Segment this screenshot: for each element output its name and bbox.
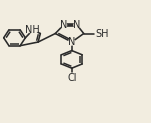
Ellipse shape bbox=[69, 39, 75, 45]
Ellipse shape bbox=[74, 22, 80, 28]
Text: N: N bbox=[60, 20, 67, 30]
Text: SH: SH bbox=[95, 29, 109, 38]
Text: N: N bbox=[73, 20, 81, 30]
Text: Cl: Cl bbox=[67, 73, 77, 83]
Ellipse shape bbox=[61, 22, 67, 28]
Text: N: N bbox=[68, 37, 76, 47]
Text: NH: NH bbox=[26, 25, 40, 35]
Ellipse shape bbox=[28, 27, 38, 33]
